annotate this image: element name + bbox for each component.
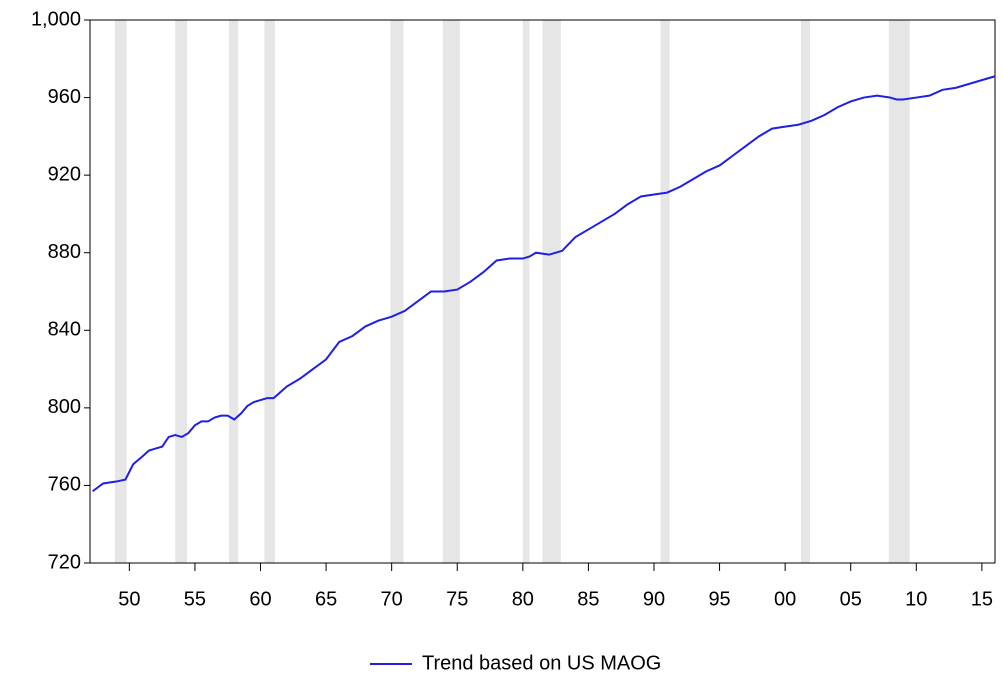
x-tick-label: 65 xyxy=(315,588,337,610)
recession-band xyxy=(114,20,127,563)
y-tick-label: 840 xyxy=(48,319,81,341)
recession-band xyxy=(264,20,275,563)
x-tick-label: 85 xyxy=(577,588,599,610)
x-tick-label: 55 xyxy=(184,588,206,610)
x-tick-label: 05 xyxy=(840,588,862,610)
y-tick-label: 720 xyxy=(48,551,81,573)
recession-band xyxy=(442,20,460,563)
recession-band xyxy=(522,20,530,563)
x-tick-label: 75 xyxy=(446,588,468,610)
x-tick-label: 90 xyxy=(643,588,665,610)
y-tick-label: 960 xyxy=(48,86,81,108)
recession-band xyxy=(542,20,561,563)
legend-label: Trend based on US MAOG xyxy=(422,652,661,674)
x-tick-label: 95 xyxy=(708,588,730,610)
x-tick-label: 10 xyxy=(905,588,927,610)
recession-band xyxy=(229,20,239,563)
x-tick-label: 15 xyxy=(971,588,993,610)
recession-band xyxy=(660,20,670,563)
data-line xyxy=(92,75,996,493)
recession-band xyxy=(800,20,811,563)
recession-band xyxy=(888,20,910,563)
y-tick-label: 1,000 xyxy=(31,8,81,30)
recession-band xyxy=(390,20,404,563)
x-tick-label: 70 xyxy=(381,588,403,610)
plot-frame xyxy=(89,19,996,564)
x-tick-label: 80 xyxy=(512,588,534,610)
y-tick-label: 760 xyxy=(48,474,81,496)
x-tick-label: 00 xyxy=(774,588,796,610)
recession-band xyxy=(175,20,188,563)
x-tick-label: 50 xyxy=(118,588,140,610)
x-tick-label: 60 xyxy=(249,588,271,610)
y-tick-label: 920 xyxy=(48,163,81,185)
y-tick-label: 880 xyxy=(48,241,81,263)
y-tick-label: 800 xyxy=(48,396,81,418)
